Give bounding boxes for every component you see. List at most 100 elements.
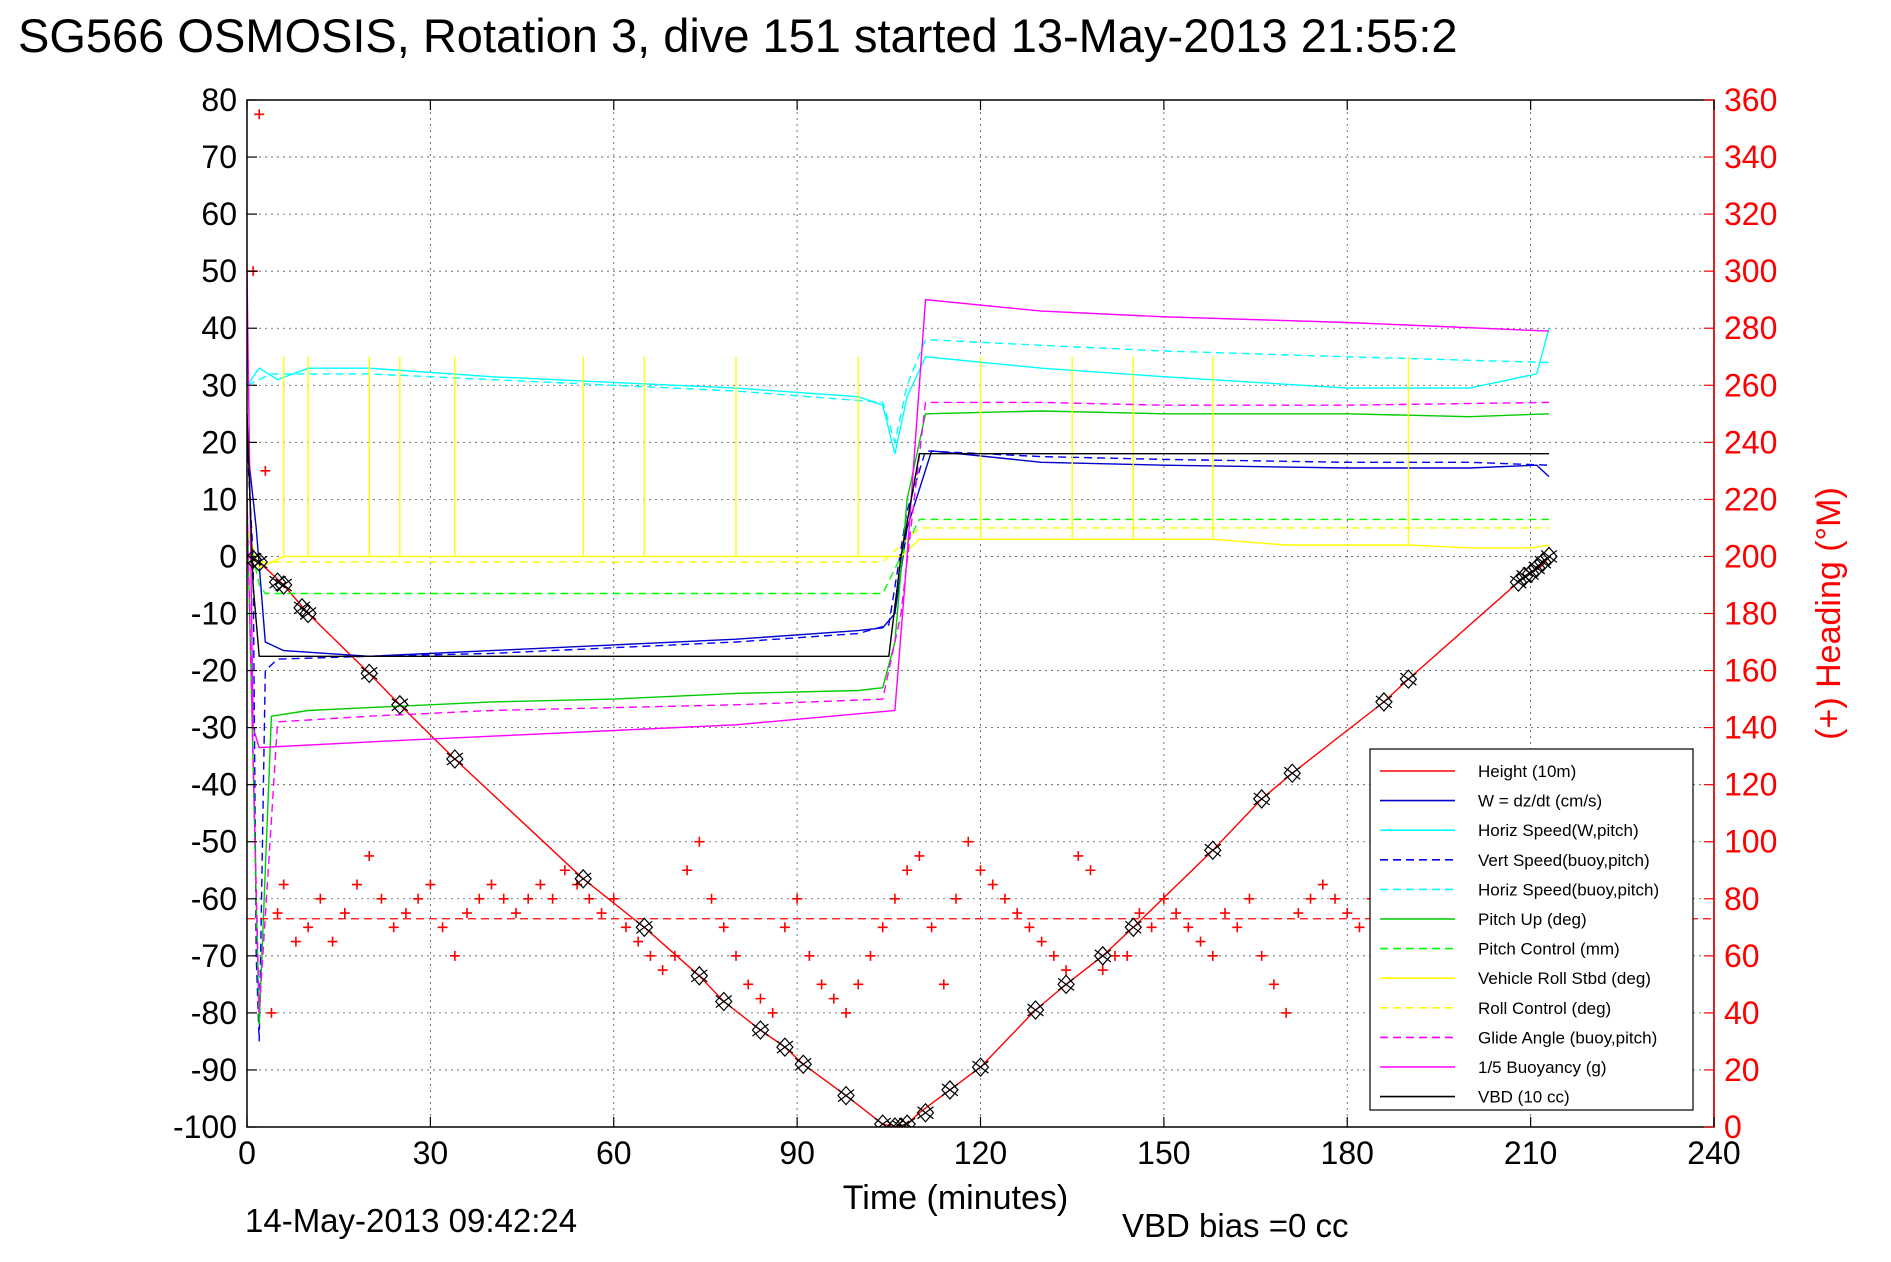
heading-point	[364, 850, 375, 861]
heading-point	[559, 865, 570, 876]
heading-point	[352, 879, 363, 890]
y2-tick-label: 240	[1724, 424, 1777, 460]
y-tick-label: 60	[201, 196, 237, 232]
heading-point	[1122, 950, 1133, 961]
y2-tick-label: 140	[1724, 710, 1777, 746]
heading-point	[657, 965, 668, 976]
heading-point	[535, 879, 546, 890]
x-axis-label: Time (minutes)	[843, 1179, 1068, 1217]
heading-point	[877, 922, 888, 933]
y2-tick-label: 160	[1724, 653, 1777, 689]
x-tick-label: 210	[1504, 1135, 1557, 1171]
heading-point	[767, 1007, 778, 1018]
series-line-6	[247, 518, 1549, 595]
height-marker	[916, 1102, 935, 1123]
heading-point	[1244, 893, 1255, 904]
height-marker	[1057, 974, 1075, 995]
series-line-11	[247, 413, 1549, 657]
heading-point	[865, 950, 876, 961]
heading-point	[303, 922, 314, 933]
right-axis-label: (+) Heading (°M)	[1810, 487, 1848, 740]
heading-point	[1024, 922, 1035, 933]
height-marker	[391, 694, 409, 715]
heading-point	[1220, 908, 1230, 919]
y-tick-label: -80	[191, 995, 237, 1031]
heading-point	[260, 465, 271, 476]
heading-point	[963, 836, 974, 847]
height-marker	[794, 1054, 813, 1075]
height-marker	[873, 1114, 892, 1127]
heading-point	[400, 908, 411, 919]
heading-point	[388, 922, 399, 933]
ticks: 0 30 60 90 120 150 180 210 24080706050403020100-…	[173, 82, 1777, 1171]
heading-point	[596, 908, 607, 919]
heading-point	[1268, 979, 1279, 990]
height-marker	[1527, 557, 1546, 578]
x-tick-label: 180	[1321, 1135, 1374, 1171]
heading-point	[413, 893, 424, 904]
y2-tick-label: 360	[1724, 82, 1777, 118]
heading-point	[498, 893, 509, 904]
heading-point	[1158, 893, 1169, 904]
height-marker	[635, 917, 654, 938]
heading-point	[486, 879, 497, 890]
heading-point	[694, 836, 705, 847]
heading-point	[1354, 922, 1365, 933]
y-tick-label: 0	[219, 538, 237, 574]
series-line-1	[247, 442, 1550, 658]
series-line-4	[247, 338, 1550, 446]
legend: Height (10m) W = dz/dt (cm/s) Horiz Speed(…	[1369, 748, 1694, 1111]
heading-point	[278, 879, 289, 890]
heading-point	[290, 936, 301, 947]
y2-tick-label: 200	[1724, 538, 1777, 574]
heading-point	[718, 922, 729, 933]
heading-point	[339, 908, 350, 919]
heading-point	[1342, 908, 1353, 919]
heading-point	[1048, 950, 1059, 961]
height-marker	[837, 1085, 855, 1106]
heading-point	[1317, 879, 1328, 890]
series-line-0	[247, 555, 1550, 1127]
height-marker	[690, 965, 709, 986]
heading-point	[1330, 893, 1341, 904]
heading-point	[645, 950, 656, 961]
legend-box	[1369, 748, 1694, 1111]
heading-point	[779, 922, 790, 933]
heading-point	[425, 879, 436, 890]
y-tick-label: -20	[191, 653, 237, 689]
y2-tick-label: 340	[1724, 139, 1777, 175]
heading-point	[254, 109, 265, 120]
height-marker	[1375, 692, 1393, 712]
series-line-10	[247, 271, 1550, 749]
y-tick-label: -60	[191, 881, 237, 917]
y-tick-label: 70	[201, 139, 237, 175]
y-tick-label: 10	[201, 481, 237, 517]
height-marker	[1521, 563, 1540, 584]
y2-tick-label: 20	[1724, 1052, 1760, 1088]
height-marker	[446, 749, 464, 769]
heading-point	[792, 893, 803, 904]
height-marker	[574, 868, 592, 889]
y-tick-label: 80	[201, 82, 237, 118]
y2-tick-label: 180	[1724, 596, 1777, 632]
y2-tick-label: 40	[1724, 995, 1760, 1031]
heading-point	[1171, 908, 1182, 919]
legend-label: Horiz Speed(W,pitch)	[1478, 821, 1639, 840]
heading-point	[975, 865, 986, 876]
y-tick-label: -50	[191, 824, 237, 860]
y-tick-label: -30	[191, 710, 237, 746]
legend-label: Vert Speed(buoy,pitch)	[1478, 851, 1650, 870]
legend-label: Roll Control (deg)	[1478, 999, 1611, 1018]
chart-title: SG566 OSMOSIS, Rotation 3, dive 151 star…	[18, 9, 1458, 62]
heading-point	[1109, 950, 1120, 961]
heading-point	[1305, 893, 1316, 904]
height-marker	[751, 1020, 770, 1040]
x-tick-label: 90	[779, 1135, 815, 1171]
heading-point	[1232, 922, 1243, 933]
heading-point	[474, 893, 485, 904]
heading-point	[987, 879, 998, 890]
heading-point	[902, 865, 913, 876]
heading-point	[706, 893, 717, 904]
heading-point	[620, 922, 631, 933]
height-marker	[1283, 763, 1302, 784]
